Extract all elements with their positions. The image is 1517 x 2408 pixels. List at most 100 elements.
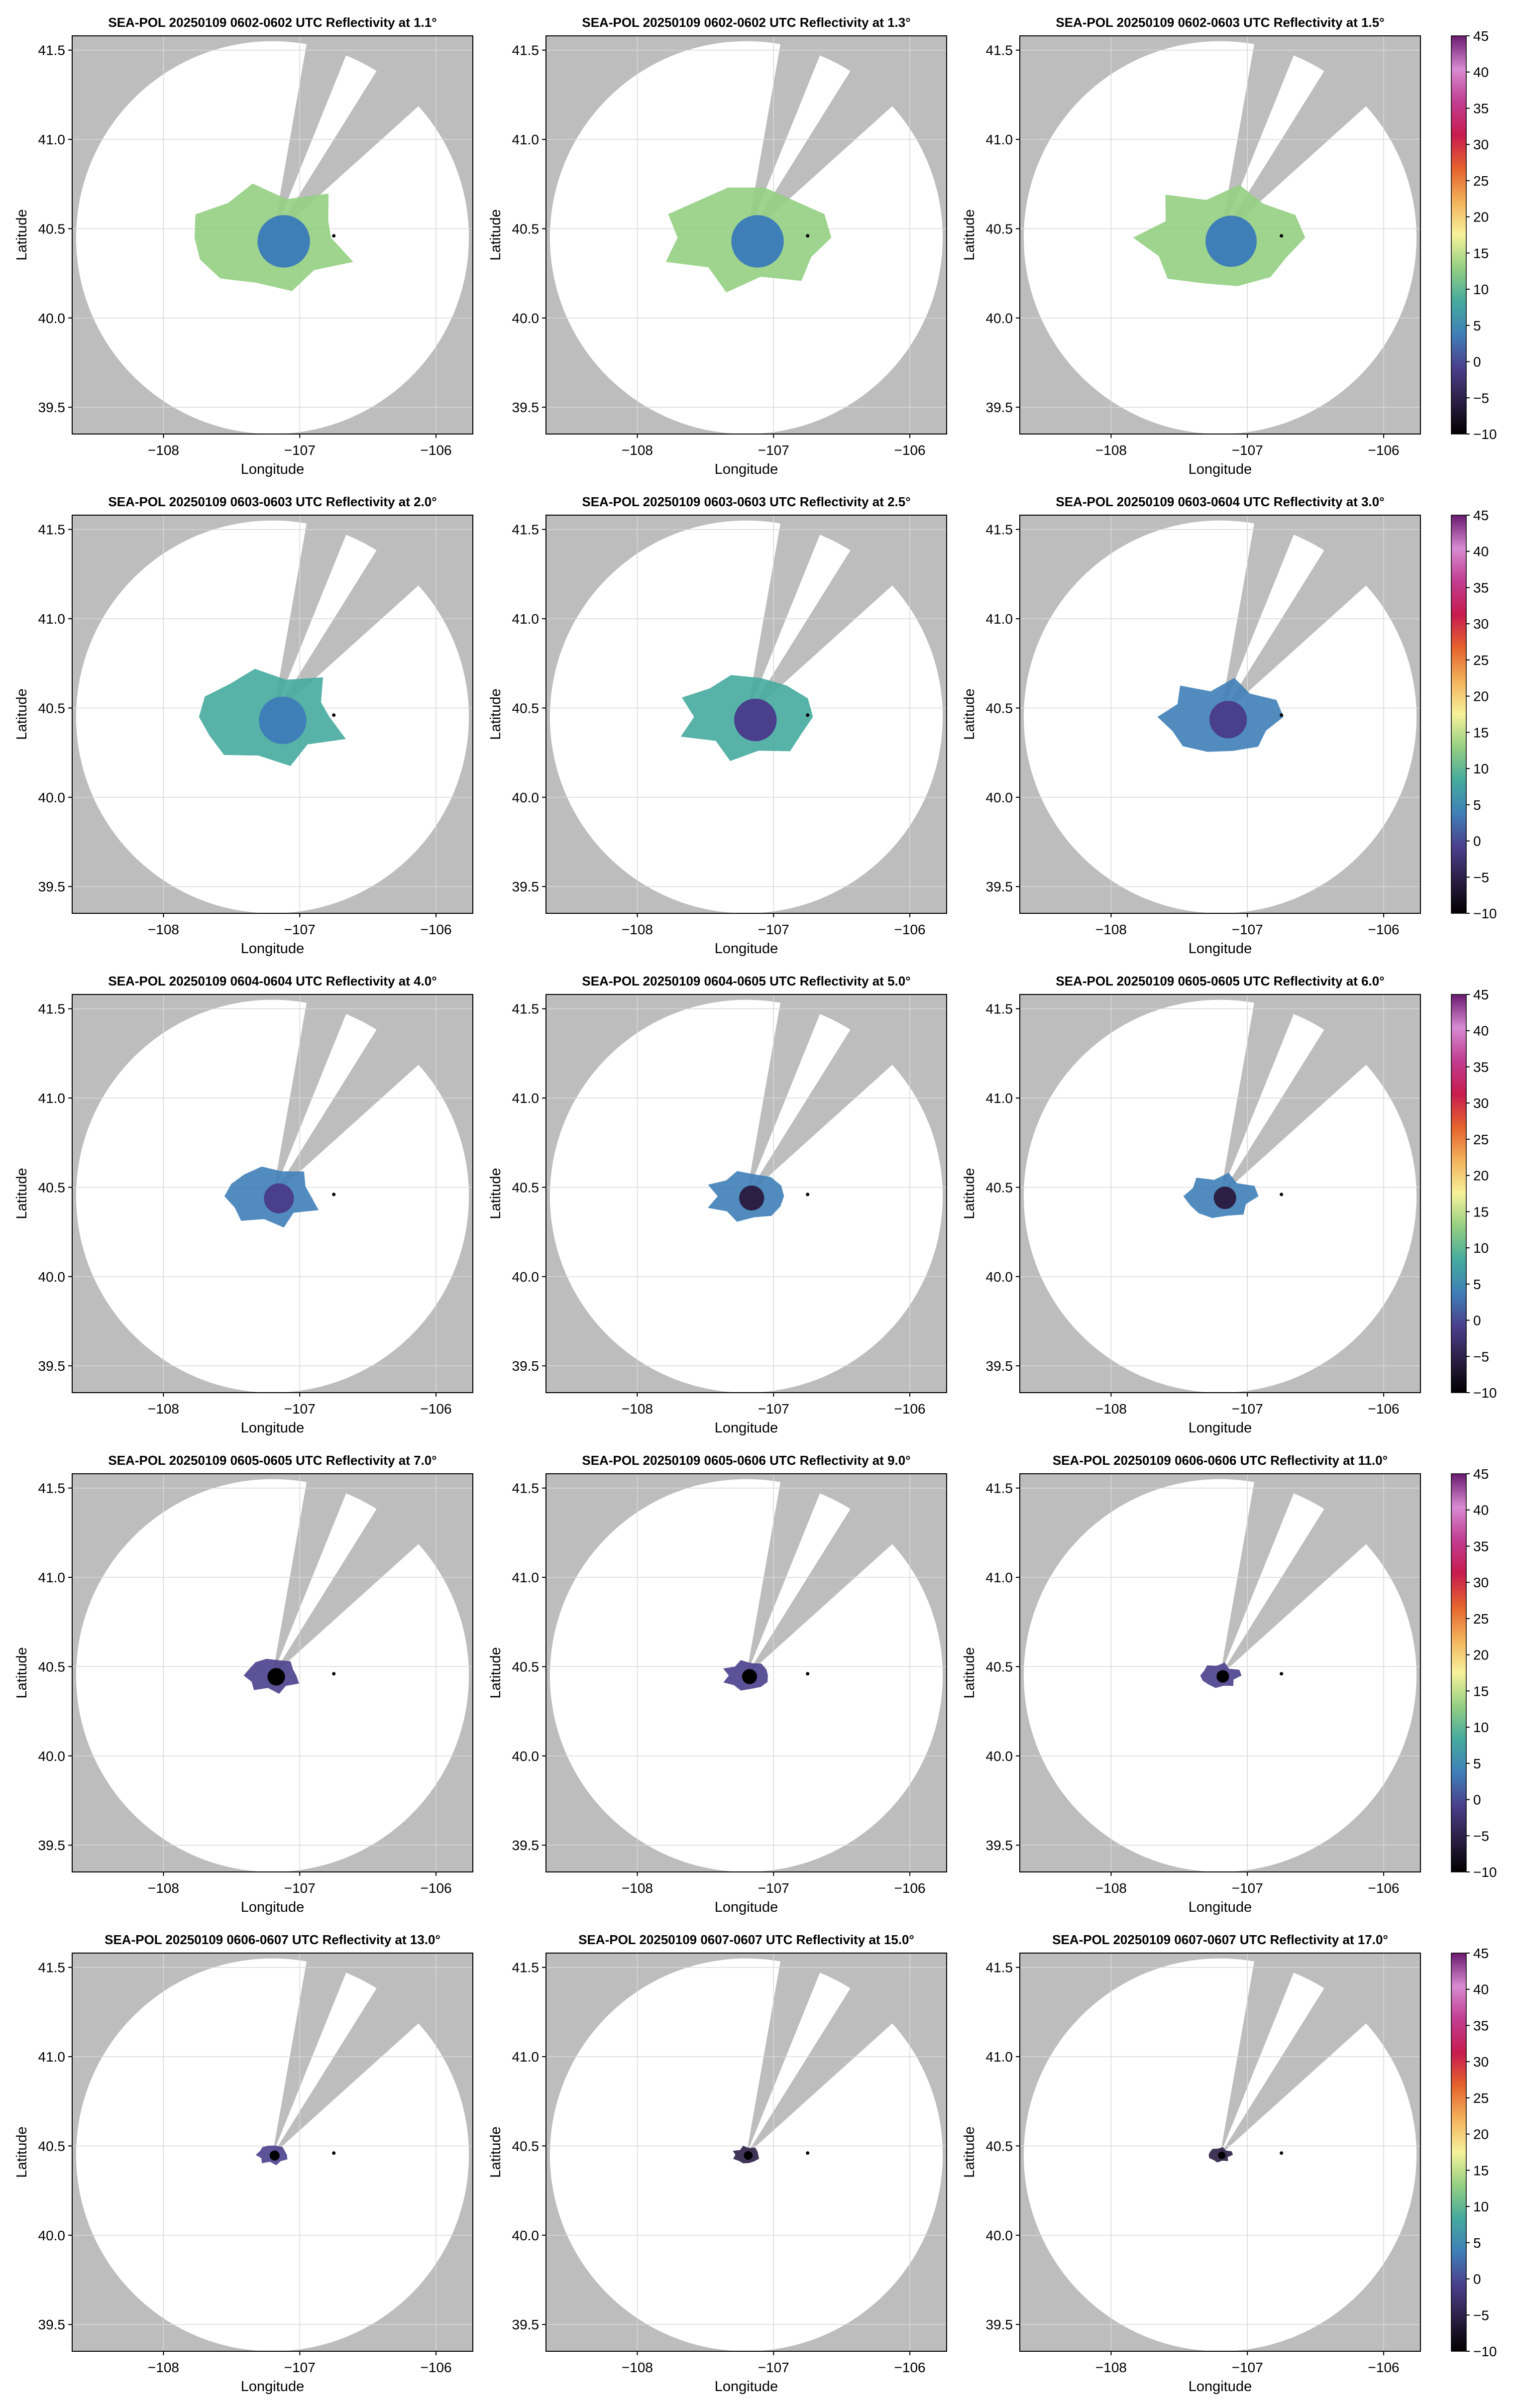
y-tick-label: 41.0 (512, 2049, 540, 2065)
y-tick-label: 40.5 (512, 221, 540, 236)
blocked-sector (746, 542, 900, 717)
radar-panel: SEA-POL 20250109 0606-0606 UTC Reflectiv… (962, 1453, 1517, 1915)
colorbar-bar (1451, 35, 1467, 435)
panel-title: SEA-POL 20250109 0606-0607 UTC Reflectiv… (105, 1932, 440, 1947)
blocked-sector (746, 1953, 824, 2155)
y-axis-label: Latitude (962, 1168, 977, 1219)
axes-frame (1019, 35, 1421, 435)
radar-panel: SEA-POL 20250109 0603-0603 UTC Reflectiv… (488, 494, 947, 957)
x-axis-label: Longitude (241, 1420, 304, 1436)
axes-frame (72, 515, 473, 914)
panel-title: SEA-POL 20250109 0605-0606 UTC Reflectiv… (582, 1453, 910, 1468)
axes-frame (1019, 1473, 1421, 1872)
colorbar-tick-label: 25 (1473, 2090, 1489, 2106)
colorbar-tick-label: 45 (1473, 1946, 1489, 1961)
radar-panel: SEA-POL 20250109 0602-0602 UTC Reflectiv… (14, 15, 473, 477)
x-tick-label: −107 (1232, 922, 1263, 937)
colorbar-tick-label: 20 (1473, 1168, 1489, 1184)
y-tick-label: 40.5 (38, 700, 66, 716)
site-marker-dot (806, 1193, 810, 1197)
x-tick-label: −108 (622, 922, 653, 937)
radar-panel: SEA-POL 20250109 0607-0607 UTC Reflectiv… (962, 1932, 1517, 2395)
y-tick-label: 40.5 (986, 1180, 1013, 1195)
blocked-sector (1220, 542, 1374, 717)
x-tick-label: −106 (421, 442, 452, 458)
y-tick-label: 41.5 (512, 43, 540, 58)
panel-plot-area (1020, 36, 1420, 434)
y-tick-label: 41.0 (512, 1091, 540, 1106)
y-axis-label: Latitude (14, 1647, 30, 1698)
reflectivity-core (267, 1668, 285, 1686)
y-tick-label: 41.0 (38, 1570, 66, 1585)
panel-title: SEA-POL 20250109 0602-0602 UTC Reflectiv… (108, 15, 436, 30)
y-tick-label: 40.5 (512, 2138, 540, 2154)
panel-plot-area (72, 1953, 473, 2351)
y-tick-label: 40.0 (512, 1269, 540, 1285)
y-tick-label: 39.5 (38, 879, 66, 894)
x-tick-label: −106 (1368, 442, 1400, 458)
y-tick-label: 40.0 (38, 1269, 66, 1285)
y-axis-label: Latitude (962, 1647, 977, 1698)
colorbar-tick-label: 10 (1473, 2199, 1489, 2214)
colorbar-tick-label: 10 (1473, 282, 1489, 297)
y-tick-label: 39.5 (512, 1358, 540, 1374)
colorbar-tick-label: 30 (1473, 137, 1489, 152)
colorbar-tick-label: −10 (1473, 2344, 1497, 2359)
colorbar-tick-label: −10 (1473, 1864, 1497, 1880)
axes-frame (1019, 1953, 1421, 2352)
panel-title: SEA-POL 20250109 0605-0605 UTC Reflectiv… (108, 1453, 436, 1468)
blocked-sector (272, 542, 426, 717)
colorbar-tick-label: 40 (1473, 544, 1489, 559)
x-tick-label: −106 (894, 2360, 926, 2375)
x-tick-label: −108 (622, 1880, 653, 1896)
colorbar-tick-label: 40 (1473, 1503, 1489, 1518)
x-axis-label: Longitude (241, 941, 304, 957)
panel-title: SEA-POL 20250109 0605-0605 UTC Reflectiv… (1056, 974, 1384, 988)
axes-frame (72, 1473, 473, 1872)
reflectivity-core (259, 696, 307, 744)
y-tick-label: 39.5 (986, 879, 1013, 894)
y-tick-label: 41.5 (38, 1001, 66, 1017)
colorbar-bar (1451, 1953, 1467, 2352)
axes-frame (545, 994, 947, 1393)
y-tick-label: 41.5 (38, 522, 66, 538)
colorbar-tick-label: 30 (1473, 616, 1489, 632)
y-tick-label: 40.0 (986, 1749, 1013, 1764)
reflectivity-core (1213, 1187, 1236, 1209)
site-marker-dot (332, 234, 336, 238)
y-tick-label: 41.5 (986, 43, 1013, 58)
colorbar-tick-label: 35 (1473, 2018, 1489, 2033)
colorbar-tick-label: 40 (1473, 1023, 1489, 1039)
y-tick-label: 40.0 (38, 1749, 66, 1764)
panel-title: SEA-POL 20250109 0607-0607 UTC Reflectiv… (1052, 1932, 1388, 1947)
y-tick-label: 41.0 (38, 1091, 66, 1106)
reflectivity-core (1205, 216, 1257, 267)
colorbar-tick-label: 10 (1473, 1240, 1489, 1256)
x-tick-label: −107 (758, 442, 789, 458)
blocked-sector (272, 1979, 426, 2155)
y-tick-label: 40.5 (986, 2138, 1013, 2154)
blocked-sector (272, 1021, 426, 1197)
y-axis-label: Latitude (488, 1168, 504, 1219)
y-tick-label: 40.5 (38, 1659, 66, 1674)
y-axis-label: Latitude (14, 209, 30, 260)
x-tick-label: −107 (758, 1880, 789, 1896)
y-axis-label: Latitude (488, 209, 504, 260)
x-tick-label: −106 (894, 1880, 926, 1896)
y-tick-label: 39.5 (512, 879, 540, 894)
axes-frame (545, 1953, 947, 2352)
y-tick-label: 40.0 (512, 311, 540, 326)
x-tick-label: −107 (1232, 1880, 1263, 1896)
y-axis-label: Latitude (488, 2126, 504, 2178)
x-axis-label: Longitude (715, 461, 778, 477)
y-tick-label: 39.5 (512, 1838, 540, 1853)
panel-plot-area (546, 994, 947, 1393)
radar-panel: SEA-POL 20250109 0607-0607 UTC Reflectiv… (488, 1932, 947, 2395)
x-tick-label: −107 (284, 922, 316, 937)
colorbar-tick-label: 5 (1473, 2235, 1481, 2251)
x-axis-label: Longitude (715, 941, 778, 957)
colorbar-tick-label: 20 (1473, 2127, 1489, 2142)
y-axis-label: Latitude (962, 209, 977, 260)
blocked-sector (1220, 1979, 1374, 2155)
y-tick-label: 41.5 (38, 1960, 66, 1975)
